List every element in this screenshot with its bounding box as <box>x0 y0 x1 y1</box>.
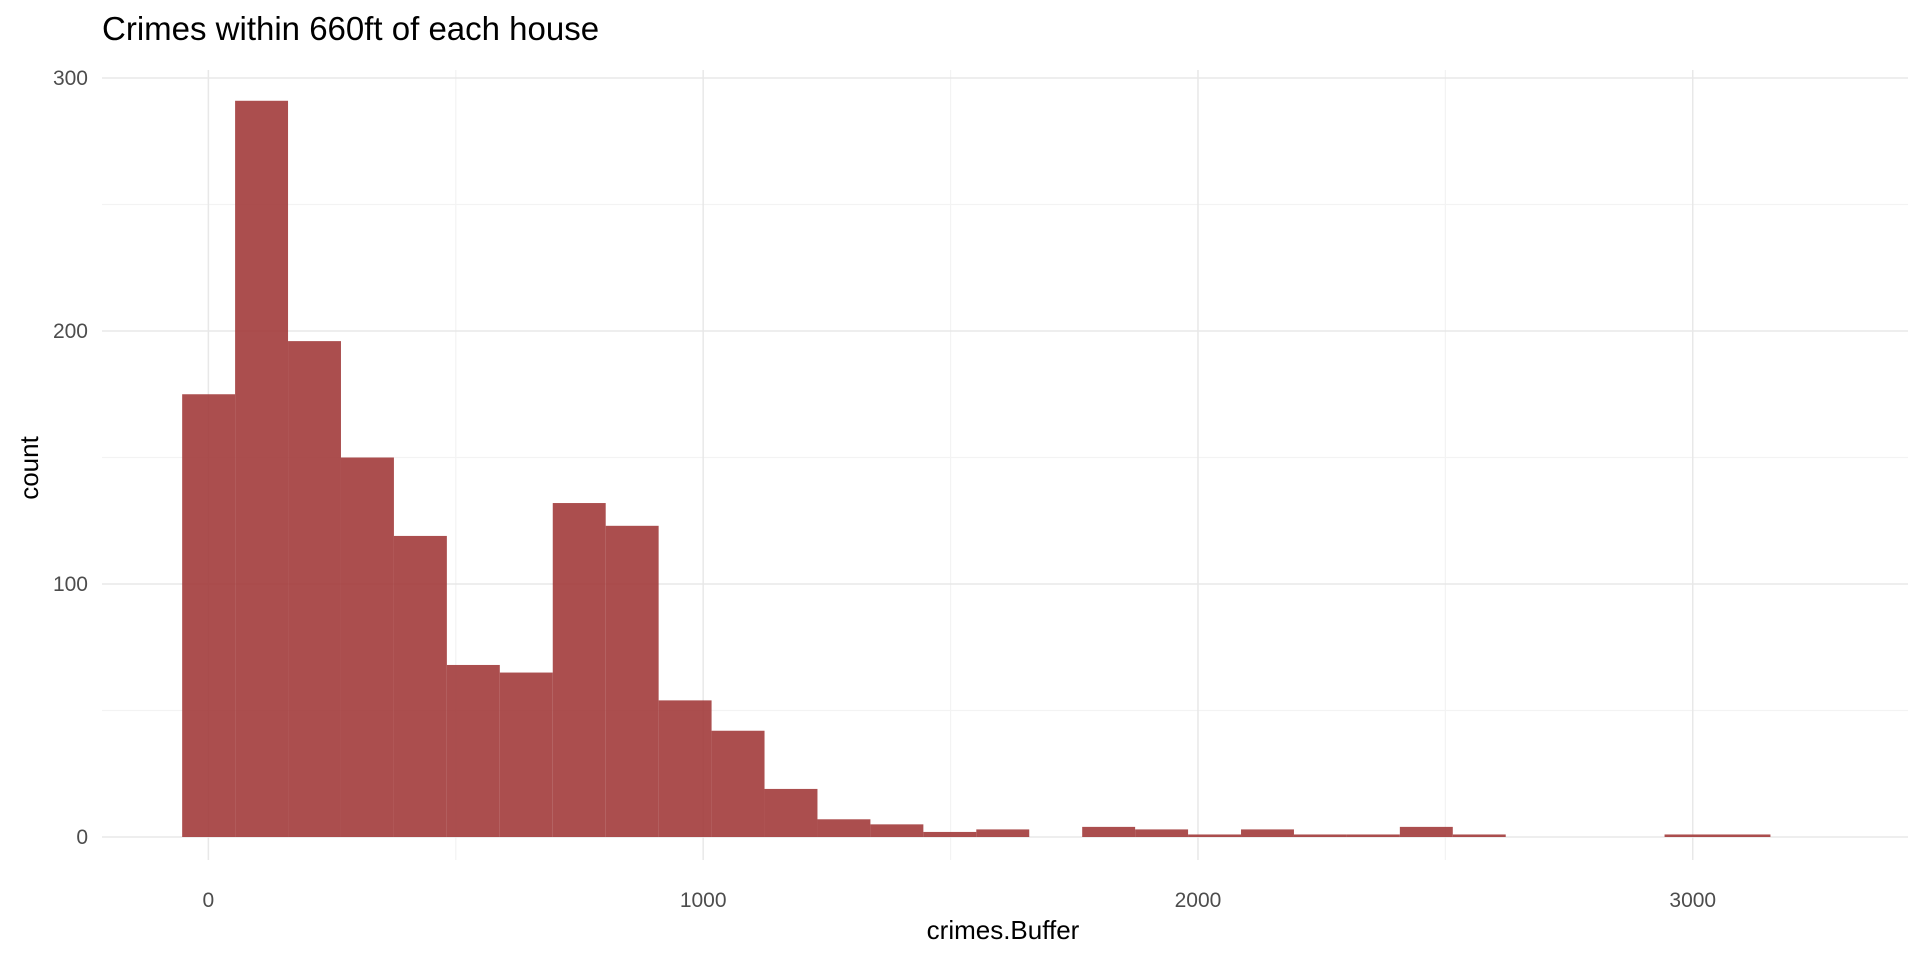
histogram-bars <box>182 101 1770 837</box>
y-axis-title: count <box>14 435 44 499</box>
x-tick-label: 1000 <box>680 889 727 912</box>
histogram-bar <box>394 536 447 837</box>
histogram-bar <box>1665 834 1718 837</box>
histogram-bar <box>712 731 765 837</box>
y-tick-label: 100 <box>53 573 88 596</box>
y-axis-ticks: 0 100 200 300 <box>53 67 88 849</box>
x-tick-label: 0 <box>203 889 215 912</box>
histogram-bar <box>1347 834 1400 837</box>
histogram-bar <box>553 503 606 837</box>
x-axis-ticks: 0 1000 2000 3000 <box>203 889 1717 912</box>
histogram-bar <box>1188 834 1241 837</box>
histogram-bar <box>341 458 394 838</box>
histogram-bar <box>923 832 976 837</box>
histogram-bar <box>817 819 870 837</box>
histogram-bar <box>870 824 923 837</box>
histogram-bar <box>765 789 818 837</box>
y-tick-label: 300 <box>53 67 88 90</box>
histogram-bar <box>606 526 659 837</box>
histogram-bar <box>288 341 341 837</box>
histogram-bar <box>976 829 1029 837</box>
histogram-bar <box>447 665 500 837</box>
histogram-bar <box>1135 829 1188 837</box>
histogram-bar <box>1241 829 1294 837</box>
chart-title: Crimes within 660ft of each house <box>102 10 599 47</box>
histogram-bar <box>1082 827 1135 837</box>
histogram-bar <box>500 673 553 837</box>
x-axis-title: crimes.Buffer <box>927 915 1080 945</box>
histogram-bar <box>659 700 712 837</box>
y-tick-label: 200 <box>53 320 88 343</box>
y-tick-label: 0 <box>76 826 88 849</box>
x-tick-label: 2000 <box>1175 889 1222 912</box>
histogram-bar <box>235 101 288 837</box>
histogram-bar <box>1718 834 1771 837</box>
histogram-bar <box>1453 834 1506 837</box>
histogram-bar <box>1294 834 1347 837</box>
histogram-bar <box>1400 827 1453 837</box>
histogram-bar <box>182 394 235 837</box>
x-tick-label: 3000 <box>1669 889 1716 912</box>
